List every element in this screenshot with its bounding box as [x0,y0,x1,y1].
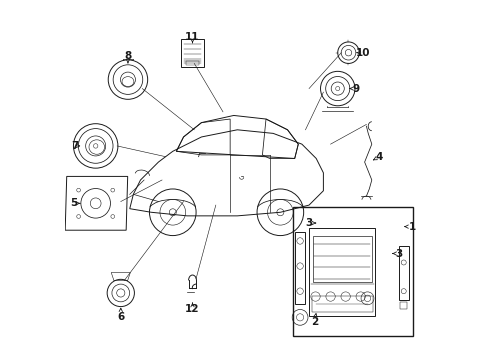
Text: 11: 11 [185,32,199,42]
Text: 9: 9 [352,84,359,94]
Text: 5: 5 [70,198,78,208]
Text: 2: 2 [310,317,317,327]
Bar [185,61,199,65]
Text: 3: 3 [305,218,312,228]
Text: 10: 10 [356,48,370,58]
Bar [294,232,305,304]
Text: 6: 6 [117,312,124,322]
Text: 4: 4 [375,152,382,162]
Text: 1: 1 [408,222,415,231]
Bar [292,207,412,336]
Text: 7: 7 [71,141,79,151]
Bar [181,39,203,67]
Bar [400,302,406,309]
Text: 3: 3 [394,248,402,258]
Bar [312,235,371,282]
Text: 12: 12 [185,304,199,314]
Bar [311,296,372,312]
Bar [308,228,375,316]
Bar [398,246,408,300]
Text: 8: 8 [124,51,131,61]
